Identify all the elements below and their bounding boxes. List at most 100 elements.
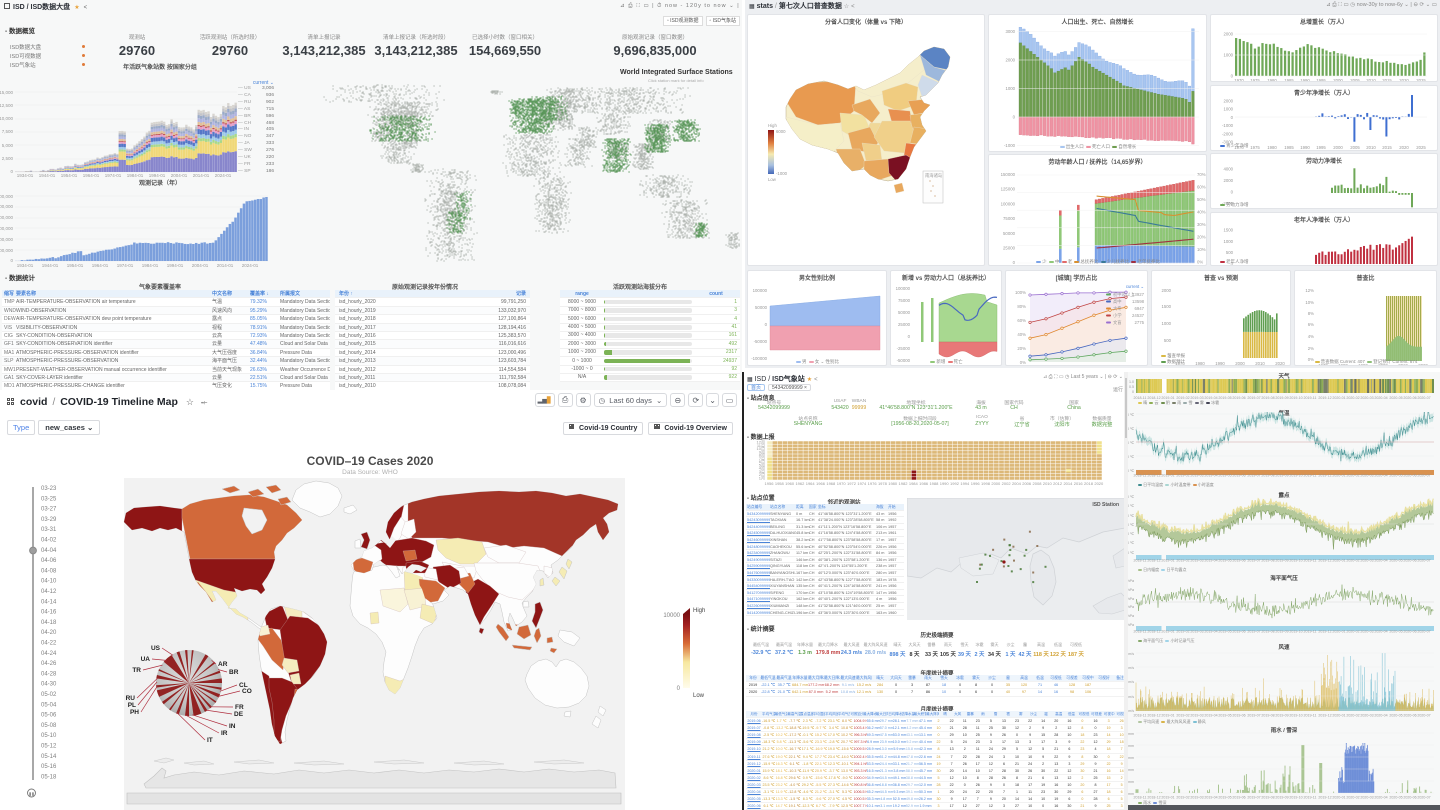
svg-text:2000: 2000 (1223, 178, 1233, 183)
svg-text:2020-05: 2020-05 (1389, 474, 1402, 478)
svg-text:04-26: 04-26 (41, 661, 57, 667)
svg-text:2020-03: 2020-03 (1360, 630, 1373, 634)
svg-text:13598: 13598 (1132, 299, 1145, 304)
svg-text:6947: 6947 (1134, 306, 1144, 311)
svg-text:0 ℃: 0 ℃ (1128, 523, 1135, 527)
svg-text:TR: TR (132, 667, 141, 674)
svg-text:100,000,000: 100,000,000 (0, 215, 13, 220)
svg-text:0: 0 (1231, 115, 1234, 120)
svg-text:2025: 2025 (1416, 145, 1426, 150)
svg-text:2019-04: 2019-04 (1204, 630, 1217, 634)
svg-text:2,500: 2,500 (2, 156, 14, 161)
svg-text:0%: 0% (1197, 260, 1203, 265)
svg-text:2010: 2010 (1119, 265, 1129, 266)
svg-text:04-24: 04-24 (41, 651, 57, 657)
svg-text:2019-02: 2019-02 (1176, 559, 1189, 563)
svg-text:2014: 2014 (1063, 481, 1073, 486)
svg-text:-50000: -50000 (754, 339, 768, 344)
svg-text:2019-10: 2019-10 (1289, 796, 1302, 800)
svg-text:2019-08: 2019-08 (1261, 796, 1274, 800)
svg-text:05-12: 05-12 (41, 744, 57, 750)
svg-text:2018-11: 2018-11 (1134, 796, 1147, 800)
svg-text:2020: 2020 (992, 365, 1002, 366)
svg-text:2014-01: 2014-01 (217, 263, 234, 268)
svg-text:2000: 2000 (1333, 78, 1343, 82)
svg-text:2020-04: 2020-04 (1374, 630, 1387, 634)
svg-text:2019-09: 2019-09 (1275, 630, 1288, 634)
svg-text:US: US (151, 645, 161, 652)
svg-text:5月: 5月 (759, 462, 765, 467)
svg-text:2%: 2% (1308, 346, 1314, 351)
svg-text:2019-01: 2019-01 (1161, 630, 1174, 634)
svg-text:0: 0 (1169, 354, 1172, 359)
svg-text:1980: 1980 (791, 365, 801, 366)
svg-text:1970: 1970 (837, 481, 847, 486)
svg-text:2000: 2000 (1378, 363, 1388, 366)
svg-text:-20 ℃: -20 ℃ (1128, 455, 1135, 459)
svg-text:20 ℃: 20 ℃ (1128, 427, 1135, 431)
svg-text:1934-01: 1934-01 (17, 173, 34, 178)
svg-text:2020-07: 2020-07 (1417, 559, 1430, 563)
svg-text:PL: PL (128, 702, 136, 709)
svg-text:2020-01: 2020-01 (1332, 630, 1345, 634)
svg-text:980 hPa: 980 hPa (1128, 614, 1134, 618)
svg-text:10 ℃: 10 ℃ (1128, 514, 1135, 518)
svg-text:4%: 4% (1308, 334, 1314, 339)
svg-text:0 m/s: 0 m/s (1128, 709, 1134, 713)
svg-text:2019-09: 2019-09 (1275, 396, 1288, 400)
svg-text:1000: 1000 (1223, 239, 1233, 244)
svg-text:2019-08: 2019-08 (1261, 714, 1274, 718)
svg-text:50%: 50% (1197, 197, 1206, 202)
svg-text:2019-03: 2019-03 (1190, 396, 1203, 400)
svg-text:1994: 1994 (960, 481, 970, 486)
svg-text:-20 ℃: -20 ℃ (1128, 541, 1135, 545)
svg-text:2024-01: 2024-01 (215, 173, 232, 178)
svg-text:60%: 60% (1017, 318, 1026, 323)
svg-text:2020-06: 2020-06 (1403, 630, 1416, 634)
svg-text:1970: 1970 (1175, 361, 1185, 366)
svg-text:40 mm: 40 mm (1128, 768, 1134, 772)
svg-text:1970: 1970 (1318, 363, 1328, 366)
svg-text:150000: 150000 (1001, 172, 1016, 177)
svg-text:50000: 50000 (1003, 231, 1016, 236)
svg-text:2019-07: 2019-07 (1247, 559, 1260, 563)
svg-text:0%: 0% (1020, 360, 1026, 365)
svg-text:0: 0 (765, 322, 768, 327)
svg-text:15 m/s: 15 m/s (1128, 666, 1134, 670)
svg-text:2002: 2002 (1002, 481, 1012, 486)
svg-text:2020-05: 2020-05 (1389, 396, 1402, 400)
svg-text:2019-07: 2019-07 (1247, 396, 1260, 400)
svg-text:1.0: 1.0 (1129, 380, 1134, 384)
svg-text:1980: 1980 (920, 365, 930, 366)
svg-text:04-12: 04-12 (41, 589, 57, 595)
svg-text:2019-10: 2019-10 (1289, 714, 1302, 718)
svg-text:1984-01: 1984-01 (142, 263, 159, 268)
svg-text:1995: 1995 (1316, 145, 1326, 150)
svg-text:2010: 2010 (851, 365, 861, 366)
svg-text:4000: 4000 (1223, 167, 1233, 172)
svg-text:1000: 1000 (1005, 86, 1015, 91)
svg-text:1984: 1984 (909, 481, 919, 486)
svg-text:2020: 2020 (1121, 365, 1131, 366)
svg-text:2019-08: 2019-08 (1261, 630, 1274, 634)
svg-text:2019-01: 2019-01 (1161, 396, 1174, 400)
svg-text:1944-01: 1944-01 (39, 173, 56, 178)
svg-text:1978: 1978 (878, 481, 888, 486)
svg-text:04-16: 04-16 (41, 610, 57, 616)
svg-text:2019-06: 2019-06 (1232, 474, 1245, 478)
svg-text:2019-06: 2019-06 (1232, 714, 1245, 718)
svg-text:2019-11: 2019-11 (1304, 559, 1317, 563)
svg-text:125,000,000: 125,000,000 (0, 204, 13, 209)
svg-text:2020: 2020 (1144, 265, 1154, 266)
svg-text:2019-04: 2019-04 (1204, 714, 1217, 718)
svg-text:2019-12: 2019-12 (1318, 630, 1331, 634)
svg-text:2000: 2000 (1333, 145, 1343, 150)
svg-text:1966: 1966 (816, 481, 826, 486)
svg-text:2000: 2000 (1005, 58, 1015, 63)
svg-text:30 ℃: 30 ℃ (1128, 495, 1135, 499)
svg-text:2019-09: 2019-09 (1275, 559, 1288, 563)
svg-text:1040 hPa: 1040 hPa (1128, 588, 1134, 592)
svg-text:12%: 12% (1305, 288, 1314, 293)
svg-text:2008: 2008 (1033, 481, 1043, 486)
svg-text:100 mm: 100 mm (1128, 732, 1134, 736)
